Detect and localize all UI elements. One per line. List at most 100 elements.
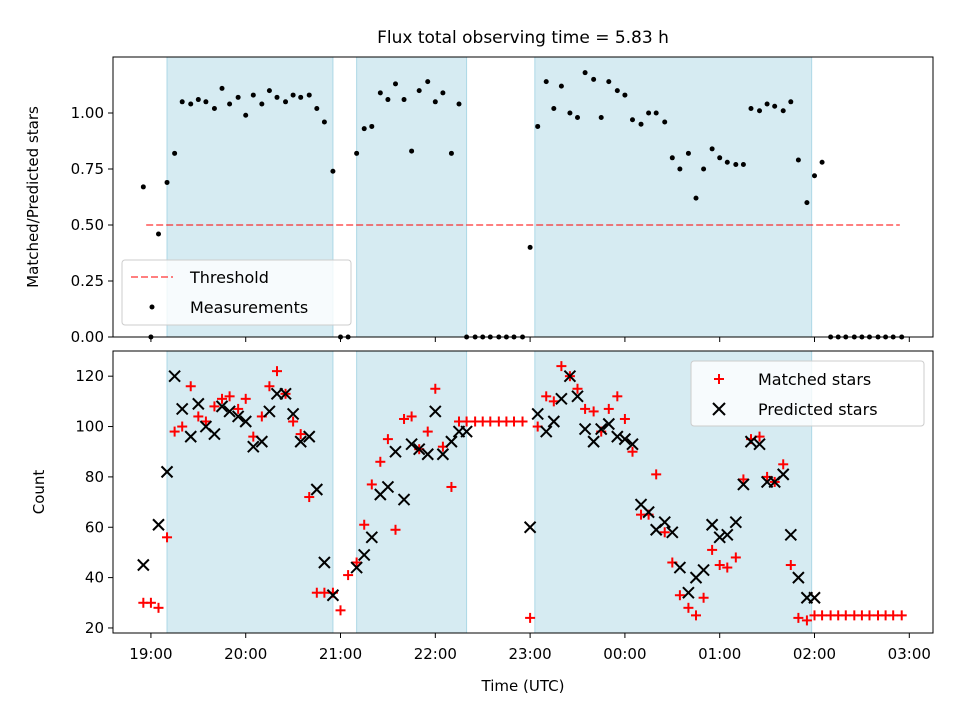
predicted-x-b — [199, 420, 213, 433]
measurement-point — [558, 83, 564, 89]
matched-star-point — [485, 416, 496, 427]
predicted-star-point — [777, 468, 790, 481]
predicted-star-point — [626, 437, 639, 451]
matched-star-point — [674, 590, 685, 601]
matched-star-point — [683, 602, 694, 613]
matched-star-point — [698, 592, 709, 603]
matched-star-point — [233, 403, 244, 414]
predicted-x-b — [673, 561, 687, 574]
predicted-star-point — [808, 591, 821, 604]
measurement-point — [669, 155, 675, 161]
matched-star-point — [288, 416, 299, 427]
measurement-point — [764, 101, 770, 107]
measurement-point — [164, 179, 170, 185]
predicted-star-point — [578, 422, 592, 436]
measurement-point — [780, 108, 786, 114]
measurement-point — [448, 150, 454, 156]
measurement-point — [203, 99, 209, 105]
chart-title-text: Flux total observing time = 5.83 h — [377, 28, 669, 48]
matched-star-point — [264, 381, 275, 392]
predicted-x-b — [365, 531, 379, 544]
predicted-star-point — [784, 528, 798, 542]
predicted-x-b — [618, 432, 632, 446]
predicted-x-b — [231, 410, 245, 423]
legend-predicted-label: Predicted stars — [758, 400, 878, 419]
matched-star-point — [707, 544, 718, 555]
count-y-tick-label: 120 — [75, 367, 104, 385]
ratio-y-tick-label: 0.75 — [71, 160, 104, 178]
x-tick-label: 23:00 — [508, 645, 551, 663]
matched-star-point — [508, 416, 519, 427]
legend-predicted-swatch — [712, 402, 726, 416]
measurement-point — [598, 114, 604, 120]
matched-star-point — [619, 413, 630, 424]
predicted-star-point — [571, 390, 584, 403]
matched-star-point — [651, 469, 662, 480]
matched-star-point — [366, 479, 377, 490]
matched-star-point — [541, 391, 552, 402]
predicted-x-b — [421, 448, 434, 461]
predicted-star-point — [547, 415, 561, 428]
measurement-point — [622, 92, 628, 98]
predicted-x-b — [223, 405, 236, 418]
legend-matched-label: Matched stars — [758, 370, 871, 389]
matched-star-point — [375, 456, 386, 467]
predicted-star-point — [247, 440, 260, 453]
matched-star-point — [272, 366, 282, 377]
predicted-x-b — [326, 589, 340, 602]
matched-star-point — [240, 393, 251, 404]
measurement-point — [195, 97, 201, 103]
measurement-point — [812, 173, 818, 179]
predicted-x-b — [279, 387, 292, 401]
matched-star-point — [888, 610, 899, 621]
x-tick-label: 02:00 — [793, 645, 836, 663]
measurement-point — [377, 90, 383, 96]
predicted-x-b — [571, 390, 584, 403]
observing-window-0 — [166, 350, 334, 634]
predicted-star-point — [137, 558, 150, 572]
predicted-star-point — [255, 435, 269, 448]
measurement-point — [748, 106, 754, 112]
predicted-x-b — [555, 392, 568, 406]
predicted-star-point — [231, 410, 245, 423]
measurement-point — [733, 162, 739, 168]
matched-star-point — [722, 562, 733, 573]
chart-title: Flux total observing time = 5.83 h — [377, 28, 669, 48]
ratio-legend: Threshold Measurements — [121, 259, 352, 326]
measurement-point — [677, 166, 683, 172]
x-tick-label: 21:00 — [319, 645, 362, 663]
predicted-star-point — [531, 407, 544, 421]
predicted-x-b — [358, 548, 371, 562]
matched-star-point — [390, 524, 401, 535]
predicted-star-point — [523, 521, 537, 534]
predicted-star-point — [279, 387, 292, 401]
matched-star-point — [627, 446, 638, 457]
matched-star-point — [817, 610, 828, 621]
matched-star-point — [691, 610, 702, 621]
predicted-star-point — [753, 437, 766, 451]
measurement-point — [653, 110, 659, 116]
matched-star-point — [864, 610, 875, 621]
matched-star-point — [659, 527, 670, 538]
ratio-y-tick-label: 0.00 — [71, 328, 104, 346]
measurement-point — [179, 99, 185, 105]
measurement-point — [582, 70, 588, 76]
predicted-x-b — [642, 505, 655, 519]
x-tick-label: 00:00 — [603, 645, 646, 663]
matched-star-point — [525, 612, 536, 623]
measurement-point — [717, 155, 723, 161]
measurement-points — [140, 70, 905, 340]
measurement-point — [662, 119, 668, 125]
predicted-x-b — [255, 435, 269, 448]
predicted-x-b — [744, 435, 758, 448]
x-tick-label: 03:00 — [888, 645, 931, 663]
ratio-panel: 0.00 0.25 0.50 0.75 1.00 Matched/Predicted s… — [24, 56, 934, 346]
measurement-point — [685, 150, 691, 156]
count-y-tick-label: 20 — [85, 619, 104, 637]
measurement-point — [140, 184, 146, 190]
predicted-star-point — [737, 478, 750, 491]
predicted-star-point — [602, 417, 615, 431]
ratio-legend-box — [121, 259, 352, 326]
predicted-star-point — [397, 493, 411, 506]
predicted-x-b — [682, 586, 695, 599]
